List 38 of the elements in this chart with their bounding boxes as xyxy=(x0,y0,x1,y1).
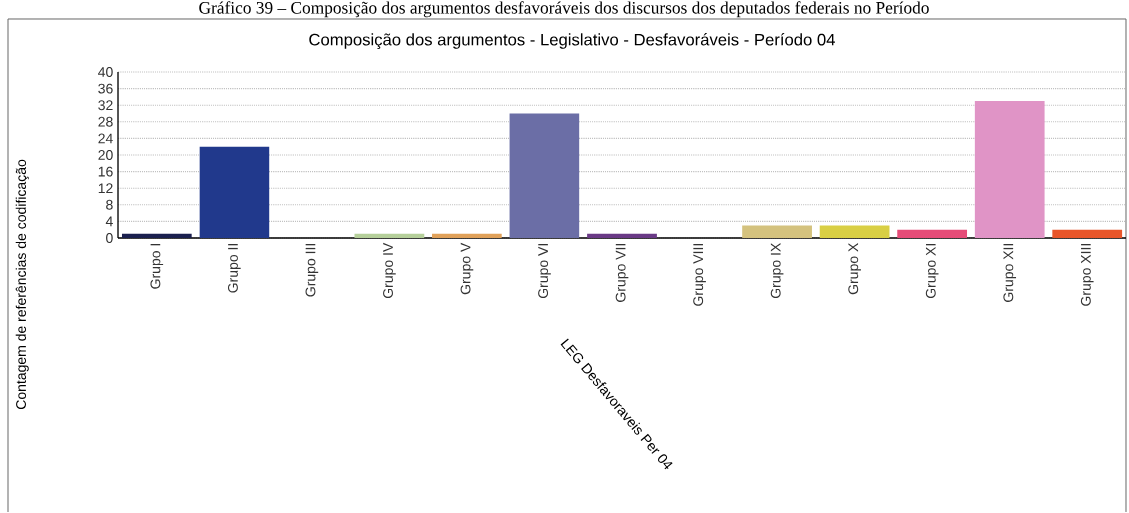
x-tick-label: Grupo I xyxy=(150,244,164,289)
x-tick-label: Grupo X xyxy=(848,243,861,295)
y-tick-label: 8 xyxy=(106,199,113,210)
bar xyxy=(897,229,968,238)
bar xyxy=(819,225,890,238)
x-tick-label: Grupo XIII xyxy=(1080,244,1094,306)
x-tick-label: Grupo II xyxy=(227,244,241,293)
bar xyxy=(432,233,502,238)
y-tick-label: 36 xyxy=(98,83,113,94)
x-tick-label: Grupo XI xyxy=(925,244,939,299)
bar xyxy=(354,233,425,238)
y-tick-label: 24 xyxy=(98,133,113,144)
text: Gráfico 39 – Composição dos argumentos desfavoráveis dos discursos dos deputados federais no Período xyxy=(199,1,929,18)
x-tick-label: Grupo III xyxy=(305,244,319,297)
x-tick-label: Grupo VII xyxy=(615,244,629,302)
y-tick-label: 20 xyxy=(98,150,113,160)
y-tick-label: 32 xyxy=(98,100,113,111)
y-tick-label: 12 xyxy=(98,183,113,194)
y-tick-label: 4 xyxy=(105,216,113,227)
bar xyxy=(742,225,812,238)
bar xyxy=(199,146,270,238)
y-tick-label: 28 xyxy=(98,116,113,127)
bar xyxy=(974,101,1045,238)
x-tick-label: Grupo IX xyxy=(770,243,784,299)
bar xyxy=(509,113,580,238)
y-tick-label: 0 xyxy=(106,233,113,243)
x-tick-label: Grupo VIII xyxy=(693,244,706,306)
chart-title: Composição dos argumentos - Legislativo - Desfavoráveis - Período 04 xyxy=(309,33,835,49)
x-tick-label: Grupo VI xyxy=(538,244,551,299)
x-tick-label: Grupo IV xyxy=(383,242,396,299)
y-axis-title: Contagem de referências de codificação xyxy=(15,159,29,410)
bar xyxy=(1052,229,1123,238)
x-tick-label: Grupo V xyxy=(460,242,474,295)
y-tick-label: 16 xyxy=(98,166,113,177)
bar xyxy=(121,233,192,238)
y-tick-label: 40 xyxy=(98,67,113,77)
x-tick-label: Grupo XII xyxy=(1003,244,1017,302)
bar xyxy=(587,233,657,238)
